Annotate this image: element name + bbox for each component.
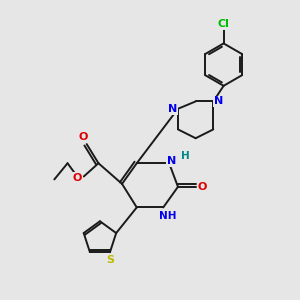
Text: N: N (167, 156, 176, 166)
Text: O: O (73, 173, 82, 183)
Text: S: S (106, 254, 114, 265)
Text: H: H (181, 151, 190, 161)
Text: NH: NH (159, 211, 176, 221)
Text: O: O (79, 132, 88, 142)
Text: N: N (214, 96, 223, 106)
Text: N: N (168, 104, 177, 114)
Text: O: O (197, 182, 207, 192)
Text: Cl: Cl (218, 19, 230, 29)
